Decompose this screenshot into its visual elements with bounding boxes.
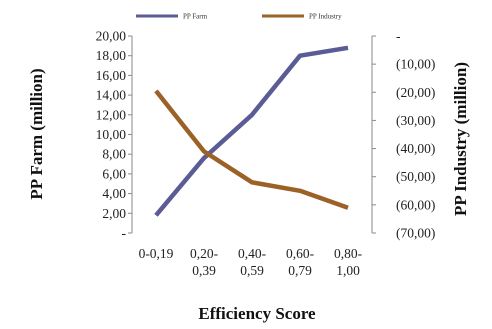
right-tick-label: (40,00) <box>396 141 435 156</box>
legend-label-pp-industry: PP Industry <box>309 13 342 21</box>
x-tick-label: 0,59 <box>240 263 264 278</box>
x-tick-label: 0,79 <box>288 263 312 278</box>
left-tick-label: 12,00 <box>96 107 127 122</box>
right-tick-label: (30,00) <box>396 113 435 128</box>
x-tick-label: 0,39 <box>192 263 216 278</box>
left-tick-label: 14,00 <box>96 88 127 103</box>
x-tick-label: 0,20- <box>190 246 219 261</box>
legend-label-pp-farm: PP Farm <box>183 13 208 21</box>
left-tick-label: - <box>122 226 127 241</box>
left-tick-label: 2,00 <box>102 206 126 221</box>
left-tick-label: 6,00 <box>102 166 126 181</box>
right-tick-label: (10,00) <box>396 57 435 72</box>
x-tick-label: 0,40- <box>238 246 267 261</box>
left-tick-label: 20,00 <box>96 29 127 44</box>
legend: PP Farm PP Industry <box>136 13 342 21</box>
right-tick-label: (70,00) <box>396 226 435 241</box>
x-axis-ticks: 0-0,19 0,20- 0,39 0,40- 0,59 0,60- 0,79 0,80- 1,… <box>139 246 363 278</box>
right-tick-label: - <box>396 29 401 44</box>
left-tick-label: 8,00 <box>102 147 126 162</box>
right-axis-title: PP Industry (million) <box>451 62 470 216</box>
left-tick-label: 4,00 <box>102 186 126 201</box>
x-axis-title: Efficiency Score <box>198 304 316 323</box>
left-tick-label: 10,00 <box>96 127 127 142</box>
series-layer <box>154 45 349 217</box>
right-tick-label: (50,00) <box>396 169 435 184</box>
right-tick-label: (60,00) <box>396 197 435 212</box>
left-tick-label: 18,00 <box>96 48 127 63</box>
left-axis-ticks: - 2,00 4,00 6,00 8,00 10,00 12,00 14,00 16,00 18,… <box>96 29 132 241</box>
x-tick-label: 1,00 <box>336 263 360 278</box>
right-tick-label: (20,00) <box>396 85 435 100</box>
x-tick-label: 0-0,19 <box>139 246 174 261</box>
series-line-pp-farm <box>154 45 349 217</box>
left-tick-label: 16,00 <box>96 68 127 83</box>
left-axis-title: PP Farm (million) <box>27 68 46 199</box>
x-tick-label: 0,60- <box>286 246 315 261</box>
x-tick-label: 0,80- <box>334 246 363 261</box>
series-line-pp-industry <box>154 89 349 210</box>
right-axis-ticks: - (10,00) (20,00) (30,00) (40,00) (50,00) (60,… <box>372 29 435 241</box>
